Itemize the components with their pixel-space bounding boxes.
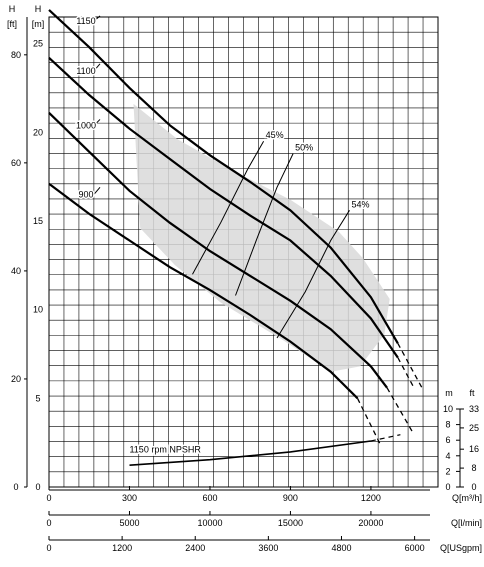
x-usgpm-axis-tick-label: 6000 [405,543,425,553]
npsh-m-axis-name: m [445,388,453,398]
m-tick-label: 5 [35,393,40,403]
ft-tick-label: 20 [11,374,21,384]
x-m3h-axis-tick-label: 900 [283,493,298,503]
npsh-m-tick-label: 6 [445,435,450,445]
npsh-ft-tick-label: 16 [469,444,479,454]
npsh-ft-tick-label: 0 [471,482,476,492]
speed-label: 1150 [76,16,95,26]
npshr-label: 1150 rpm NPSHR [129,445,201,455]
efficiency-label: 50% [295,143,313,153]
ft-tick-label: 80 [11,50,21,60]
ft-axis-name: H [9,4,16,14]
m-tick-label: 25 [33,39,43,49]
npsh-m-tick-label: 8 [445,420,450,430]
speed-leader [93,63,101,72]
npshr-line [129,440,372,466]
speed-leader [93,119,101,126]
x-usgpm-axis-tick-label: 3600 [258,543,278,553]
efficiency-curves: 45% 50% 54% [192,129,371,339]
x-lmin-axis-tick-label: 20000 [358,518,383,528]
x-m3h-axis-tick-label: 1200 [361,493,381,503]
head-curve-extension [397,357,415,389]
npsh-ft-tick-label: 8 [471,463,476,473]
ft-axis-unit: [ft] [7,19,17,29]
speed-label: 900 [78,189,93,199]
m-axis-name: H [35,4,42,14]
m-tick-label: 15 [33,216,43,226]
efficiency-curve [235,153,294,296]
efficiency-label: 54% [351,199,369,209]
x-m3h-axis-tick-label: 600 [202,493,217,503]
x-usgpm-axis-tick-label: 2400 [185,543,205,553]
npshr-curve: 1150 rpm NPSHR [128,434,401,466]
x-usgpm-axis-tick-label: 1200 [112,543,132,553]
head-curve-extension [386,387,414,433]
operating-region-area [133,103,390,372]
head-curves: 1150 1100 1000 900 [48,9,423,445]
x-usgpm-axis-tick-label: 0 [46,543,51,553]
m-tick-label: 20 [33,127,43,137]
speed-label: 1000 [76,120,96,130]
x-lmin-axis-tick-label: 5000 [119,518,139,528]
x-lmin-axis-tick-label: 15000 [278,518,303,528]
x-m3h-axis-label: Q[m³/h] [452,493,482,503]
m-tick-label: 10 [33,305,43,315]
x-m3h-axis-tick-label: 300 [122,493,137,503]
head-curve [48,182,359,400]
head-curve [48,9,399,344]
m-tick-label: 0 [35,482,40,492]
efficiency-label: 45% [266,130,284,140]
efficiency-curve [276,210,350,339]
npsh-ft-axis-name: ft [469,388,475,398]
ft-tick-label: 60 [11,158,21,168]
speed-label: 1100 [76,66,95,76]
x-usgpm-axis-label: Q[USgpm] [440,543,482,553]
x-usgpm-axis-tick-label: 4800 [331,543,351,553]
npsh-m-tick-label: 2 [445,466,450,476]
ft-tick-label: 40 [11,266,21,276]
x-m3h-axis-tick-label: 0 [46,493,51,503]
head-curve [48,56,399,359]
speed-leader [93,15,101,22]
head-curve-extension [356,398,381,445]
npsh-m-tick-label: 10 [443,404,453,414]
npsh-m-tick-label: 4 [445,451,450,461]
x-lmin-axis-tick-label: 10000 [197,518,222,528]
npshr-extension [370,434,401,442]
ft-tick-label: 0 [13,482,18,492]
head-curve [48,112,388,389]
plot-frame [48,16,439,488]
npsh-ft-tick-label: 25 [469,423,479,433]
x-lmin-axis-label: Q[l/min] [451,518,482,528]
npsh-m-tick-label: 0 [445,482,450,492]
speed-leader [93,186,101,195]
x-lmin-axis-tick-label: 0 [46,518,51,528]
operating-region [133,103,390,372]
m-axis-unit: [m] [32,19,45,29]
npsh-ft-tick-label: 33 [469,404,479,414]
